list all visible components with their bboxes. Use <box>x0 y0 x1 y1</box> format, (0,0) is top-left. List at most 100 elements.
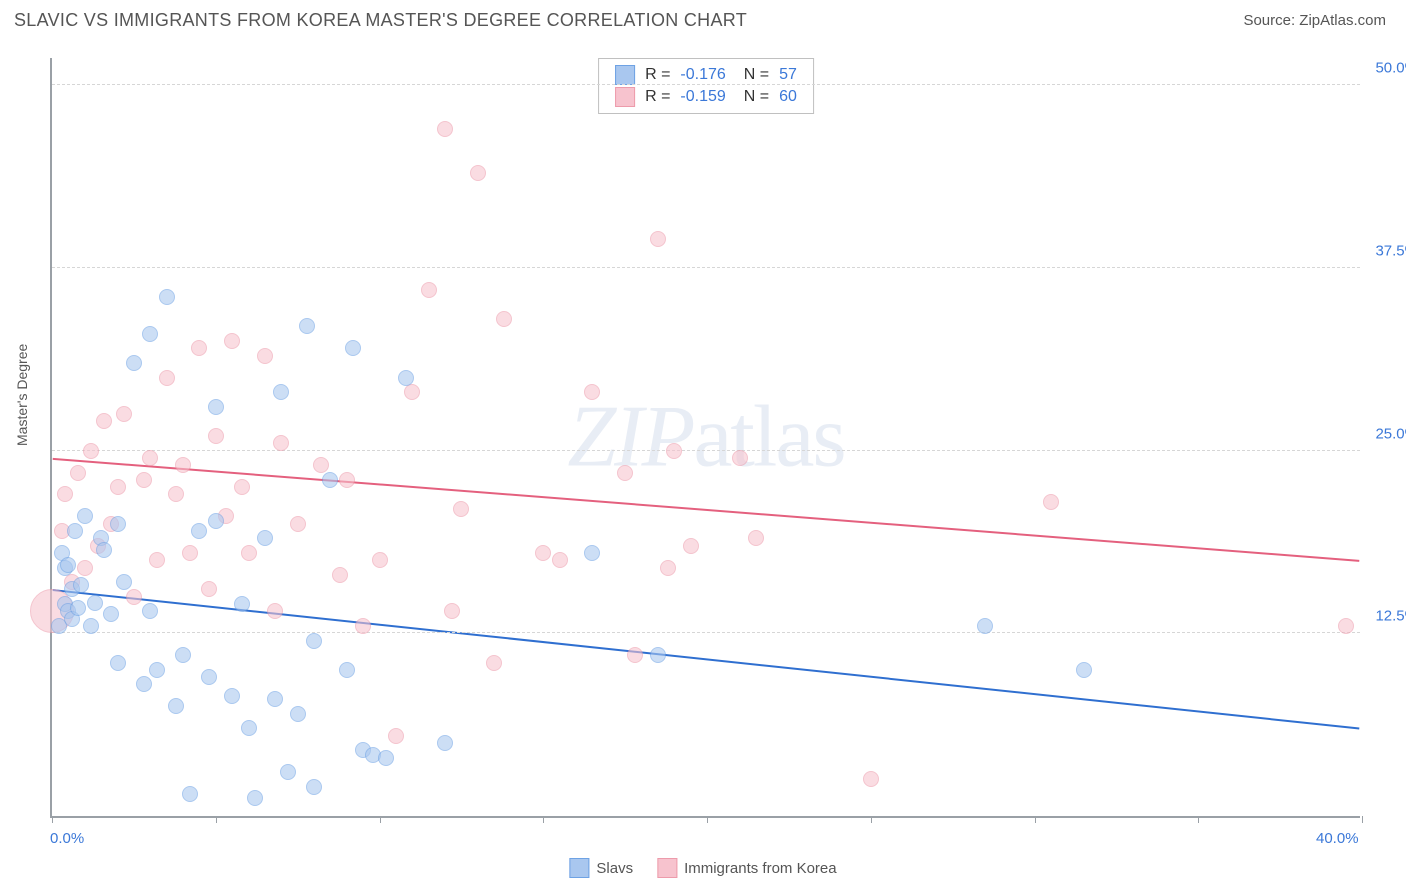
scatter-point-korea <box>1043 494 1059 510</box>
correlation-legend: R = -0.176 N = 57 R = -0.159 N = 60 <box>598 58 814 114</box>
watermark: ZIPatlas <box>567 387 844 488</box>
source-label: Source: ZipAtlas.com <box>1243 12 1386 29</box>
scatter-point-korea <box>149 552 165 568</box>
scatter-point-korea <box>372 552 388 568</box>
legend-swatch-korea <box>615 87 635 107</box>
scatter-point-slavs <box>267 691 283 707</box>
grid-line <box>52 632 1360 633</box>
trend-lines <box>52 58 1360 816</box>
scatter-point-slavs <box>116 574 132 590</box>
scatter-point-korea <box>77 560 93 576</box>
legend-n-label: N = <box>744 88 769 106</box>
legend-r-label: R = <box>645 88 670 106</box>
scatter-point-slavs <box>136 676 152 692</box>
scatter-point-slavs <box>306 779 322 795</box>
scatter-point-slavs <box>70 600 86 616</box>
scatter-point-korea <box>313 457 329 473</box>
scatter-point-slavs <box>1076 662 1092 678</box>
legend-n-value: 60 <box>779 88 797 106</box>
scatter-point-slavs <box>306 633 322 649</box>
scatter-point-slavs <box>96 542 112 558</box>
scatter-point-slavs <box>247 790 263 806</box>
scatter-point-slavs <box>437 735 453 751</box>
y-axis-label: Master's Degree <box>14 344 30 446</box>
scatter-point-korea <box>96 413 112 429</box>
scatter-point-korea <box>421 282 437 298</box>
y-tick-label: 37.5% <box>1375 242 1406 259</box>
scatter-point-slavs <box>182 786 198 802</box>
x-axis-min-label: 0.0% <box>50 830 84 847</box>
legend-swatch-korea <box>657 858 677 878</box>
scatter-point-slavs <box>241 720 257 736</box>
scatter-point-slavs <box>273 384 289 400</box>
scatter-point-korea <box>257 348 273 364</box>
scatter-point-slavs <box>191 523 207 539</box>
scatter-point-korea <box>627 647 643 663</box>
scatter-point-korea <box>388 728 404 744</box>
scatter-point-korea <box>437 121 453 137</box>
scatter-point-slavs <box>257 530 273 546</box>
scatter-point-slavs <box>60 557 76 573</box>
x-tick <box>380 816 381 823</box>
chart-title: SLAVIC VS IMMIGRANTS FROM KOREA MASTER'S… <box>14 10 747 31</box>
scatter-point-slavs <box>201 669 217 685</box>
legend-r-value: -0.159 <box>680 88 725 106</box>
legend-swatch-slavs <box>569 858 589 878</box>
scatter-point-slavs <box>208 399 224 415</box>
scatter-point-korea <box>496 311 512 327</box>
x-tick <box>543 816 544 823</box>
scatter-point-korea <box>136 472 152 488</box>
scatter-point-korea <box>83 443 99 459</box>
scatter-point-slavs <box>584 545 600 561</box>
series-legend-label: Immigrants from Korea <box>684 860 837 877</box>
scatter-point-korea <box>355 618 371 634</box>
scatter-point-korea <box>208 428 224 444</box>
scatter-point-slavs <box>224 688 240 704</box>
scatter-point-slavs <box>142 603 158 619</box>
scatter-point-slavs <box>110 655 126 671</box>
scatter-point-korea <box>584 384 600 400</box>
legend-swatch-slavs <box>615 65 635 85</box>
grid-line <box>52 267 1360 268</box>
scatter-point-korea <box>57 486 73 502</box>
scatter-point-slavs <box>977 618 993 634</box>
x-tick <box>1198 816 1199 823</box>
scatter-point-korea <box>191 340 207 356</box>
scatter-point-korea <box>273 435 289 451</box>
scatter-point-korea <box>332 567 348 583</box>
trend-line-slavs <box>53 590 1360 728</box>
scatter-point-korea <box>470 165 486 181</box>
grid-line <box>52 450 1360 451</box>
scatter-point-slavs <box>87 595 103 611</box>
scatter-point-korea <box>159 370 175 386</box>
scatter-point-korea <box>666 443 682 459</box>
scatter-point-korea <box>126 589 142 605</box>
scatter-point-slavs <box>650 647 666 663</box>
x-tick <box>1362 816 1363 823</box>
scatter-point-slavs <box>103 606 119 622</box>
correlation-legend-row: R = -0.176 N = 57 <box>615 64 797 86</box>
scatter-point-korea <box>70 465 86 481</box>
scatter-point-korea <box>110 479 126 495</box>
scatter-point-korea <box>234 479 250 495</box>
series-legend: Slavs Immigrants from Korea <box>569 858 836 878</box>
scatter-point-korea <box>201 581 217 597</box>
scatter-point-korea <box>617 465 633 481</box>
scatter-point-slavs <box>339 662 355 678</box>
scatter-point-korea <box>552 552 568 568</box>
series-legend-item-korea: Immigrants from Korea <box>657 858 837 878</box>
legend-r-label: R = <box>645 66 670 84</box>
scatter-point-korea <box>486 655 502 671</box>
x-tick <box>216 816 217 823</box>
scatter-point-korea <box>453 501 469 517</box>
scatter-point-korea <box>224 333 240 349</box>
scatter-point-korea <box>748 530 764 546</box>
x-tick <box>871 816 872 823</box>
grid-line <box>52 84 1360 85</box>
scatter-point-slavs <box>159 289 175 305</box>
scatter-point-slavs <box>149 662 165 678</box>
scatter-point-slavs <box>290 706 306 722</box>
legend-r-value: -0.176 <box>680 66 725 84</box>
scatter-point-korea <box>535 545 551 561</box>
scatter-point-slavs <box>378 750 394 766</box>
